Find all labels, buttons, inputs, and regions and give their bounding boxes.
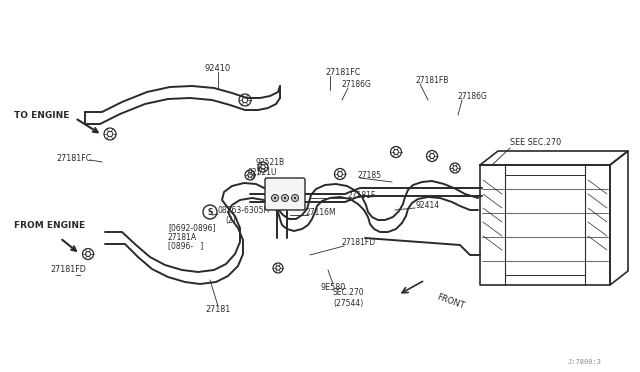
Text: 92414: 92414 [415, 201, 439, 209]
Text: 27181FC: 27181FC [56, 154, 92, 163]
Text: FRONT: FRONT [435, 293, 465, 311]
Text: 9E580: 9E580 [321, 283, 346, 292]
FancyBboxPatch shape [265, 178, 305, 210]
Text: 27181FD: 27181FD [342, 237, 376, 247]
Text: S: S [207, 208, 212, 217]
Text: 27186G: 27186G [458, 92, 488, 100]
Text: 92521U: 92521U [248, 167, 278, 176]
Text: 27185: 27185 [358, 170, 382, 180]
Text: 27181F: 27181F [348, 190, 376, 199]
Text: (2): (2) [225, 215, 236, 224]
Text: [0692-0896]: [0692-0896] [168, 224, 216, 232]
Text: 27181FC: 27181FC [325, 67, 360, 77]
Text: 27186G: 27186G [342, 80, 372, 89]
Text: 27181A: 27181A [168, 232, 197, 241]
Text: 92410: 92410 [205, 64, 231, 73]
Text: FROM ENGINE: FROM ENGINE [14, 221, 85, 230]
Text: 27181: 27181 [205, 305, 230, 314]
Text: SEE SEC.270: SEE SEC.270 [510, 138, 561, 147]
Circle shape [282, 195, 289, 202]
Text: [0896-   ]: [0896- ] [168, 241, 204, 250]
Text: J:7800:3: J:7800:3 [568, 359, 602, 365]
Circle shape [271, 195, 278, 202]
Text: 27181FB: 27181FB [415, 76, 449, 84]
Circle shape [291, 195, 298, 202]
Text: 27181FD: 27181FD [50, 266, 86, 275]
Circle shape [294, 197, 296, 199]
Text: TO ENGINE: TO ENGINE [14, 110, 69, 119]
Text: 08363-6305H: 08363-6305H [218, 205, 270, 215]
Text: SEC.270
(27544): SEC.270 (27544) [332, 288, 364, 308]
Circle shape [274, 197, 276, 199]
Text: 27116M: 27116M [306, 208, 337, 217]
Text: 92521B: 92521B [256, 157, 285, 167]
Circle shape [284, 197, 286, 199]
